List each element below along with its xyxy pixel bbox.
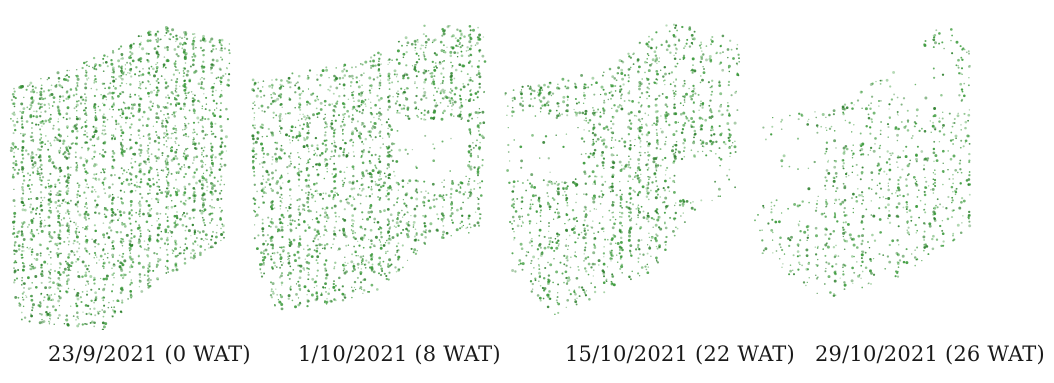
point-cloud-0-wat	[9, 26, 231, 330]
caption-22-wat: 15/10/2021 (22 WAT)	[565, 342, 795, 366]
caption-wat: (8 WAT)	[414, 342, 501, 366]
caption-wat: (22 WAT)	[694, 342, 795, 366]
point-cloud-22-wat	[504, 23, 741, 316]
caption-date: 1/10/2021	[298, 342, 408, 366]
caption-8-wat: 1/10/2021 (8 WAT)	[298, 342, 501, 366]
caption-date: 29/10/2021	[815, 342, 939, 366]
caption-0-wat: 23/9/2021 (0 WAT)	[48, 342, 251, 366]
point-cloud-8-wat	[251, 24, 487, 311]
point-cloud-panel-4	[745, 10, 995, 330]
caption-26-wat: 29/10/2021 (26 WAT)	[815, 342, 1045, 366]
point-cloud-26-wat	[754, 28, 972, 298]
point-cloud-panel-3	[495, 10, 745, 330]
caption-date: 15/10/2021	[565, 342, 689, 366]
caption-wat: (0 WAT)	[164, 342, 251, 366]
caption-date: 23/9/2021	[48, 342, 158, 366]
caption-wat: (26 WAT)	[944, 342, 1045, 366]
point-cloud-panel-2	[245, 10, 495, 330]
point-cloud-panel-1	[5, 10, 255, 330]
